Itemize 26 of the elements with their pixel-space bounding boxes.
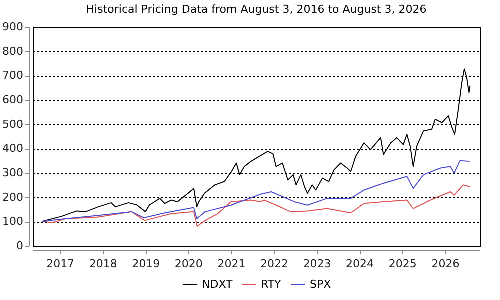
x-tick-label: 2020 bbox=[174, 258, 203, 270]
y-tick-label: 700 bbox=[2, 69, 24, 82]
y-tick-label: 500 bbox=[2, 118, 24, 131]
y-tick-label: 100 bbox=[2, 215, 24, 228]
legend-label: RTY bbox=[261, 278, 282, 291]
legend-label: SPX bbox=[310, 278, 332, 291]
line-series bbox=[42, 184, 471, 228]
y-tick-label: 400 bbox=[2, 142, 24, 156]
line-series bbox=[42, 160, 471, 222]
y-tick-label: 600 bbox=[2, 94, 24, 106]
x-tick-label: 2017 bbox=[46, 258, 75, 270]
x-tick-label: 2018 bbox=[89, 258, 118, 270]
x-tick-label: 2022 bbox=[260, 258, 289, 270]
x-tick-label: 2019 bbox=[132, 258, 160, 270]
x-tick-label: 2026 bbox=[432, 258, 460, 270]
y-tick-label: 300 bbox=[2, 166, 24, 180]
y-tick-label: 900 bbox=[2, 20, 24, 34]
y-tick-label: 0 bbox=[16, 240, 24, 252]
x-tick-label: 2024 bbox=[346, 258, 374, 270]
x-tick-label: 2023 bbox=[303, 258, 332, 270]
x-tick-label: 2025 bbox=[388, 258, 417, 270]
y-tick-label: 800 bbox=[2, 44, 24, 58]
chart-title: Historical Pricing Data from August 3, 2016 to August 3, 2026 bbox=[86, 3, 427, 16]
y-tick-label: 200 bbox=[2, 190, 24, 204]
legend-label: NDXT bbox=[202, 278, 234, 291]
x-tick-label: 2021 bbox=[218, 258, 246, 270]
